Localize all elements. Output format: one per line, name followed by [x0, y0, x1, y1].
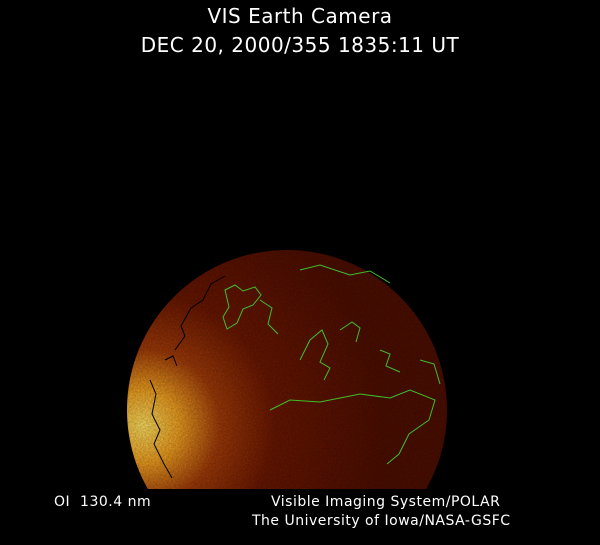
- image-timestamp: DEC 20, 2000/355 1835:11 UT: [140, 33, 460, 57]
- instrument-credit: Visible Imaging System/POLAR: [271, 494, 501, 510]
- image-title: VIS Earth Camera: [207, 4, 393, 28]
- organization-credit: The University of Iowa/NASA-GSFC: [252, 513, 511, 529]
- noise-texture: [127, 250, 447, 489]
- wavelength-label: OI 130.4 nm: [54, 494, 152, 510]
- coastline-overlay: [149, 264, 441, 479]
